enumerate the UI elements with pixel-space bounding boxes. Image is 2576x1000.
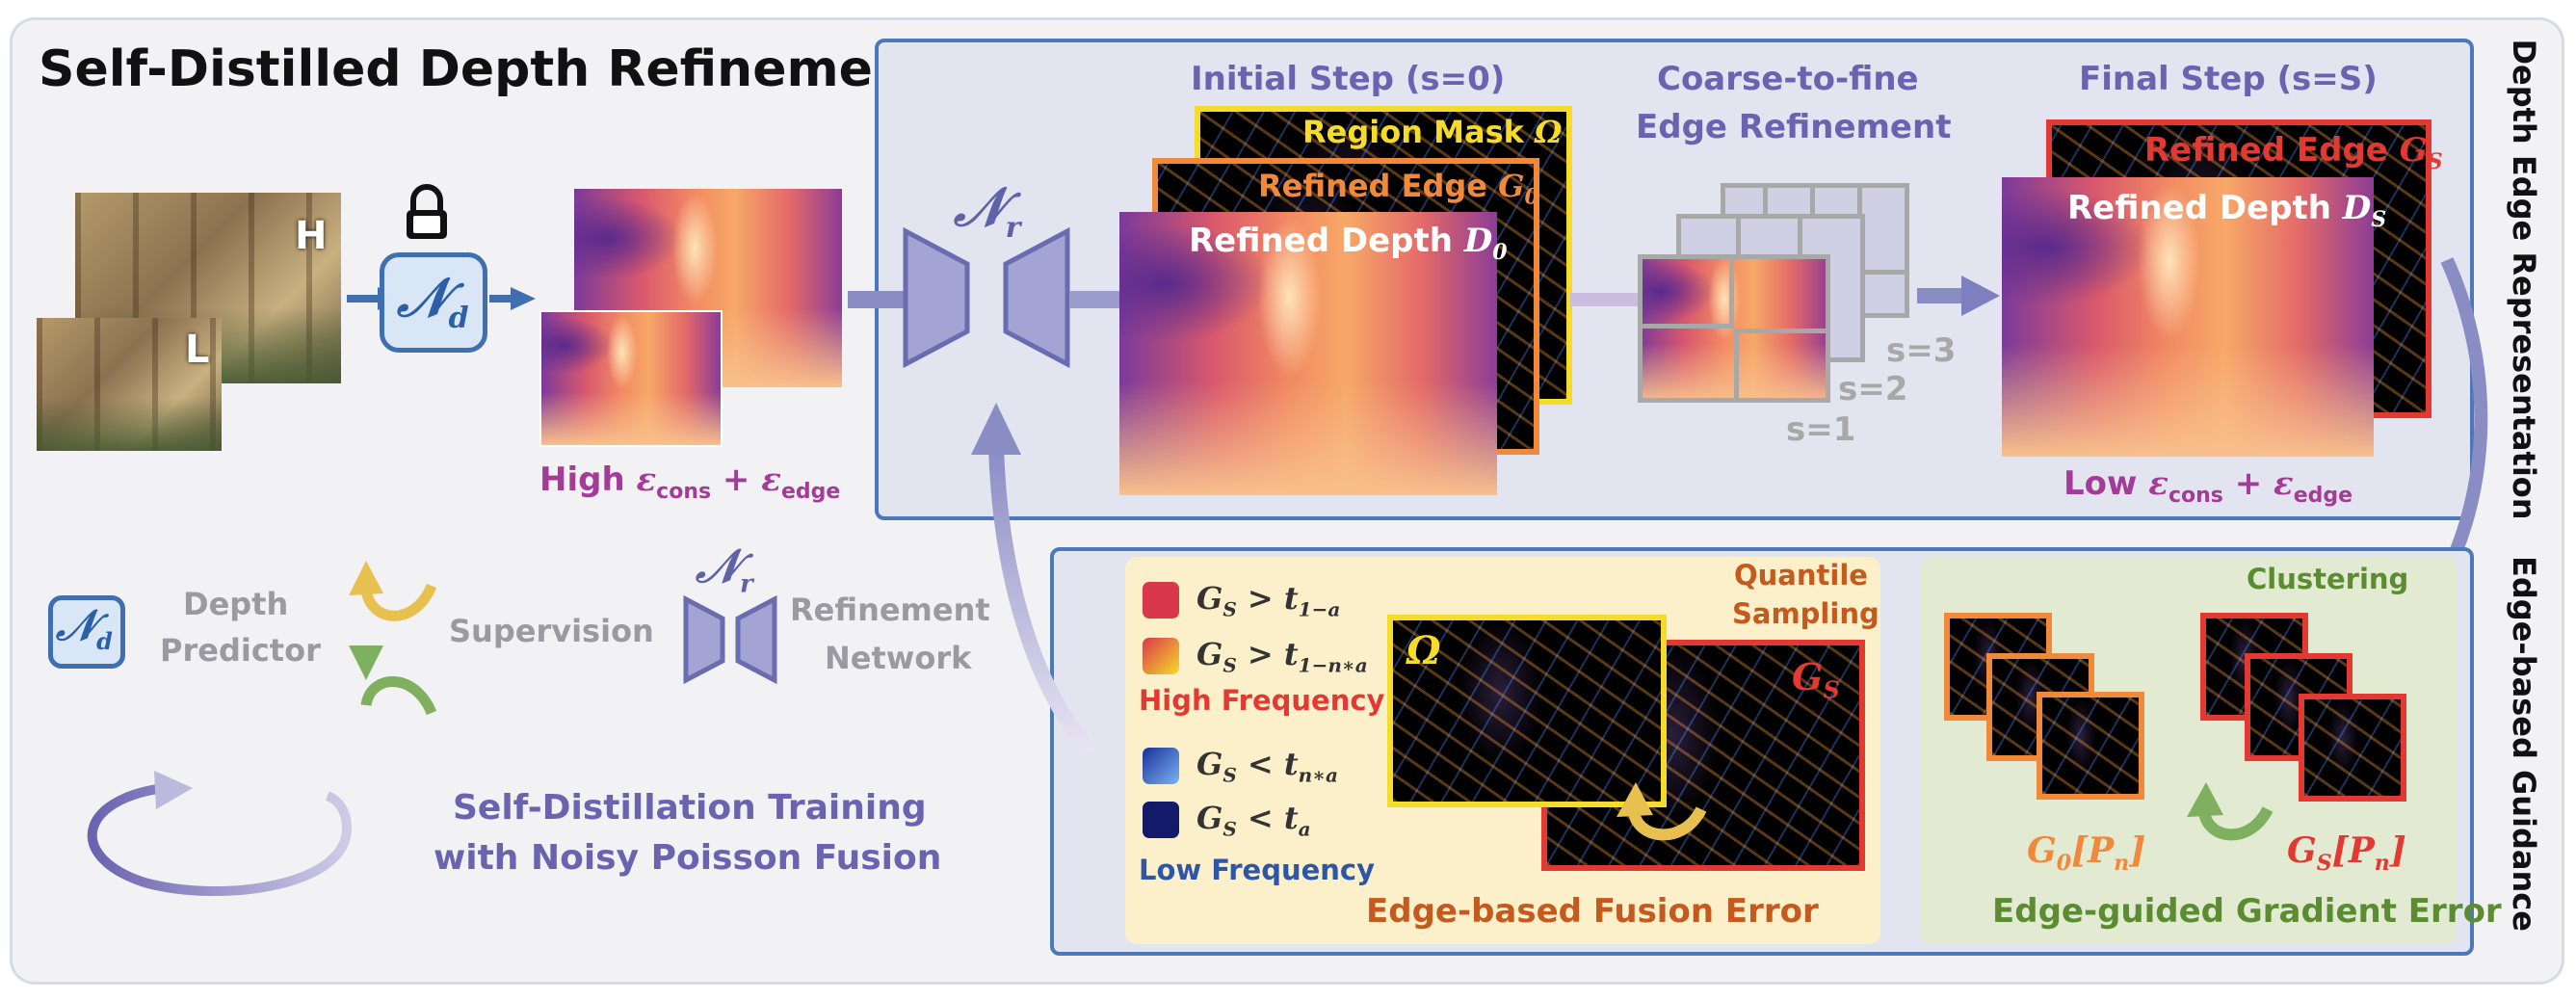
- input-label-l: L: [185, 328, 210, 372]
- initial-to-coarse-arrow: [1570, 293, 1647, 306]
- step-label-s1: s=1: [1786, 410, 1856, 449]
- step-label-s2: s=2: [1838, 370, 1908, 408]
- legend-depth-predictor-line1: Depth: [183, 586, 289, 622]
- side-label-edge-based-guidance: Edge-based Guidance: [2506, 556, 2542, 932]
- fusion-omega-label: Ω: [1406, 628, 1441, 673]
- legend-self-distillation-line2: with Noisy Poisson Fusion: [434, 838, 942, 878]
- refinement-network-icon: [903, 226, 1070, 369]
- depth-predictor-box: [380, 252, 487, 353]
- input-image-low-res: [37, 318, 222, 451]
- initial-depth-low-res: [539, 310, 723, 447]
- legend-refinement-icon: [683, 595, 777, 684]
- legend-refinement-line2: Network: [825, 640, 972, 676]
- legend-self-distillation-line1: Self-Distillation Training: [453, 788, 927, 828]
- feedback-arrow: [971, 403, 1096, 757]
- legend-refinement-symbol: 𝒩r: [696, 539, 753, 599]
- depth-predictor-symbol: 𝒩d: [397, 266, 469, 336]
- high-frequency-label: High Frequency: [1139, 684, 1385, 717]
- final-step-heading: Final Step (s=S): [2079, 60, 2378, 98]
- input-label-h: H: [295, 214, 328, 258]
- lock-icon: [407, 184, 447, 239]
- refined-depth-ds-label: Refined Depth DS: [2067, 189, 2387, 232]
- coarse-grid-s1: [1638, 254, 1830, 403]
- legend-item-low-2: GS < ta: [1196, 800, 1311, 841]
- refined-depth-d0-image: [1119, 212, 1497, 495]
- high-error-label: High εcons + εedge: [539, 461, 841, 504]
- region-mask-label: Region Mask Ω: [1302, 114, 1563, 150]
- fusion-curved-arrow: [1617, 782, 1707, 841]
- quantile-sampling-line1: Quantile: [1734, 559, 1868, 592]
- legend-item-high-1: GS > t1−a: [1196, 580, 1341, 621]
- legend-item-high-2: GS > t1−n∗a: [1196, 636, 1368, 677]
- refined-depth-ds-image: [2002, 177, 2374, 457]
- legend-depth-predictor-box: [48, 595, 125, 669]
- legend-depth-predictor-line2: Predictor: [160, 632, 321, 669]
- fusion-omega-edge-image: [1387, 615, 1667, 807]
- legend-supervision-icon: [349, 561, 437, 716]
- low-frequency-label: Low Frequency: [1139, 854, 1376, 886]
- legend-item-low-1: GS < tn∗a: [1196, 746, 1338, 787]
- quantile-sampling-line2: Sampling: [1732, 597, 1879, 630]
- gs-patch-3: [2299, 694, 2406, 802]
- coarse-to-fine-heading-line2: Edge Refinement: [1636, 108, 1952, 146]
- refined-edge-g0-label: Refined Edge G0: [1258, 168, 1539, 210]
- gradient-curved-arrow: [2187, 782, 2274, 841]
- coarse-to-final-arrow: [1917, 276, 2000, 316]
- diagram-title: Self-Distilled Depth Refinement: [39, 40, 933, 98]
- low-error-label: Low εcons + εedge: [2063, 464, 2353, 508]
- refined-edge-gs-label: Refined Edge GS: [2144, 131, 2443, 174]
- legend-swatch-low-1: [1143, 748, 1179, 784]
- legend-self-distillation-icon: [87, 771, 353, 896]
- side-label-depth-edge-representation: Depth Edge Representation: [2506, 39, 2542, 520]
- g0-pn-label: G0[Pn]: [2027, 830, 2146, 877]
- legend-swatch-low-2: [1143, 802, 1179, 838]
- connector-arrow: [848, 291, 906, 308]
- gradient-panel-title: Edge-guided Gradient Error: [1992, 892, 2502, 931]
- fusion-gs-label: GS: [1792, 655, 1840, 704]
- legend-swatch-high-2: [1143, 638, 1179, 674]
- initial-step-heading: Initial Step (s=0): [1191, 60, 1506, 98]
- step-label-s3: s=3: [1886, 331, 1957, 370]
- refinement-network-symbol: 𝒩r: [954, 175, 1021, 246]
- gs-pn-label: GS[Pn]: [2287, 830, 2406, 877]
- legend-swatch-high-1: [1143, 582, 1179, 618]
- g0-patch-3: [2037, 692, 2144, 800]
- legend-depth-predictor-symbol: 𝒩d: [56, 601, 113, 655]
- coarse-to-fine-heading-line1: Coarse-to-fine: [1657, 60, 1919, 98]
- clustering-label: Clustering: [2247, 563, 2409, 595]
- legend-refinement-line1: Refinement: [790, 592, 990, 628]
- fusion-panel-title: Edge-based Fusion Error: [1366, 892, 1819, 931]
- legend-supervision-label: Supervision: [449, 613, 654, 649]
- refined-depth-d0-label: Refined Depth D0: [1189, 222, 1508, 265]
